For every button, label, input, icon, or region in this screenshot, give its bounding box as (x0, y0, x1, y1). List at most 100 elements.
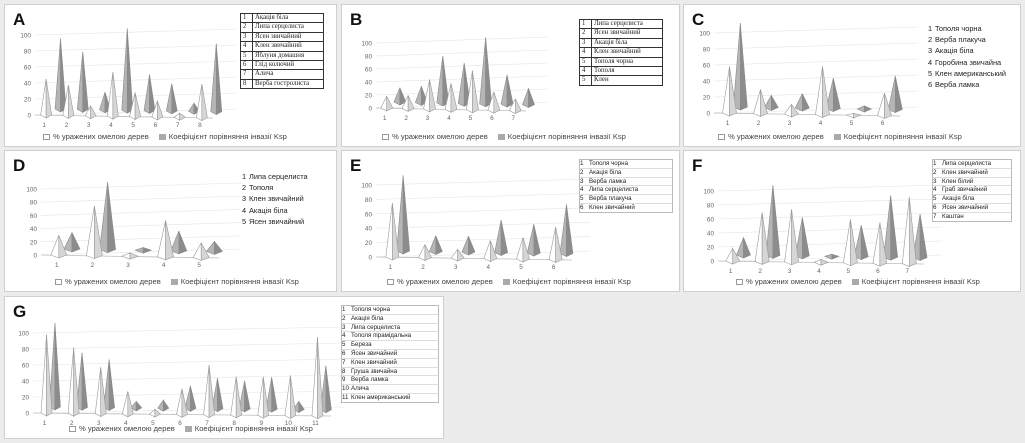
y-tick-label: 100 (699, 31, 710, 38)
x-tick-label: 6 (552, 264, 556, 271)
cone-series1-face-left (845, 113, 854, 119)
chart-svg: 0 20 40 60 80 100 1 2 3 4 5 6 (699, 22, 919, 127)
series1-swatch (387, 279, 394, 285)
legend-item-number: 1 (242, 172, 247, 181)
cone-series2 (763, 94, 779, 111)
x-tick-label: 7 (205, 420, 209, 427)
series-legend: % уражених омелою дерев Коефіцієнт порівн… (55, 277, 299, 286)
legend-item-label: Алича (351, 385, 369, 393)
y-tick-label: 20 (707, 245, 715, 252)
cone-series1-face-right (129, 252, 139, 260)
legend-item-number: 4 (933, 186, 937, 194)
legend-item: 9 Верба ламка (342, 376, 438, 386)
cone-series2-face-right (217, 378, 224, 413)
cone-series1 (450, 248, 465, 262)
cone-series1-face-left (257, 376, 264, 419)
legend-item: 6 Ясен звичайний (342, 350, 438, 359)
cone-series2-face-left (823, 253, 833, 260)
legend-item-label: Клен (594, 76, 609, 84)
cone-series1-face-right (850, 219, 858, 267)
x-tick-label: 2 (65, 122, 69, 129)
panel-label: C (692, 10, 705, 29)
legend-item-number: 1 (241, 14, 253, 23)
gridline (375, 221, 591, 229)
y-tick-label: 60 (703, 63, 711, 70)
cone-series2 (393, 87, 407, 106)
gridline (713, 74, 919, 82)
cone-series1-face-left (107, 72, 114, 120)
cone-series2 (823, 253, 840, 260)
cone-series1-face-left (94, 367, 102, 418)
legend-item-label: Глід колючий (255, 61, 295, 69)
legend-item-label: Верба ламка (589, 177, 627, 185)
cone-series2 (500, 74, 514, 108)
cone-series2-face-right (244, 380, 251, 413)
cone-series1 (311, 337, 324, 420)
cone-series2 (103, 359, 115, 412)
cone-series1-face-right (522, 237, 530, 263)
legend-item: 4 Клен звичайний (241, 42, 323, 52)
cone-series2-face-left (54, 38, 61, 113)
cone-series2-face-right (81, 352, 88, 411)
legend-item: 5 Яблуня домашня (241, 51, 323, 62)
series-legend-label: % уражених омелою дерев (728, 132, 824, 141)
legend-item-label: Горобина звичайна (935, 57, 1002, 67)
cone-series1-face-right (760, 89, 768, 117)
legend-item: 10 Алича (342, 385, 438, 394)
cone-series2-face-right (149, 74, 156, 115)
cone-series1 (385, 202, 400, 261)
cone-series1-face-right (386, 96, 394, 112)
cone-series1-face-left (380, 96, 388, 112)
cone-series2 (121, 28, 134, 114)
cone-series1-face-left (450, 248, 458, 262)
cone-series1 (722, 66, 737, 117)
cone-series2-face-right (82, 51, 89, 113)
legend-item-number: 2 (580, 168, 584, 176)
gridline (40, 209, 242, 216)
cone-series1 (107, 72, 119, 120)
legend-item-label: Тополя (594, 67, 615, 75)
cone-series2 (76, 352, 88, 411)
y-tick-label: 40 (703, 79, 711, 86)
cone-series2-face-right (771, 94, 779, 111)
legend-item-label: Верба ламка (351, 376, 389, 384)
cone-series1 (121, 252, 139, 260)
cone-series1 (157, 220, 174, 261)
legend-item-number: 2 (580, 29, 592, 38)
cone-series2 (457, 62, 471, 107)
x-tick-label: 6 (178, 420, 182, 427)
series2-swatch (851, 279, 859, 285)
cone-series2-face-right (54, 322, 61, 411)
cone-series2-face-right (142, 247, 153, 254)
cone-series1-face-left (50, 235, 60, 259)
series-legend-item: % уражених омелою дерев (736, 277, 842, 286)
cone-series1 (257, 376, 270, 419)
cone-series1-face-left (173, 112, 180, 121)
cone-series2 (461, 236, 476, 256)
cone-series1-face-right (822, 66, 830, 118)
gridline (34, 28, 238, 36)
gridline (32, 358, 346, 366)
x-tick-label: 3 (788, 268, 792, 275)
panel-label: F (692, 156, 703, 175)
cone-series1 (380, 96, 394, 112)
legend-item-label: Каштан (942, 212, 964, 220)
series-legend-label: Коефіцієнт порівняння інвазії Ksp (861, 277, 980, 286)
cone-series2 (157, 399, 170, 412)
series-legend-label: % уражених омелою дерев (397, 277, 493, 286)
legend-item: 7 Клен звичайний (342, 359, 438, 368)
cone-series1-face-left (877, 93, 885, 119)
legend-item-number: 11 (342, 393, 349, 401)
legend-item-label: Акація біла (255, 14, 289, 21)
legend-item-number: 5 (242, 216, 247, 226)
cone-series1 (483, 240, 498, 262)
species-legend: 1 Тополя чорна 2 Верба плакуча 3 Акація біла 4… (928, 23, 1020, 90)
cone-series2 (479, 37, 492, 108)
cone-series2-face-left (856, 105, 865, 113)
x-tick-label: 1 (55, 262, 59, 269)
y-tick-label: 60 (365, 211, 373, 218)
legend-item-label: Верба плакуча (935, 35, 986, 45)
cone-series1-face-right (262, 376, 270, 419)
y-tick-label: 80 (703, 47, 711, 54)
gridline (713, 90, 919, 98)
